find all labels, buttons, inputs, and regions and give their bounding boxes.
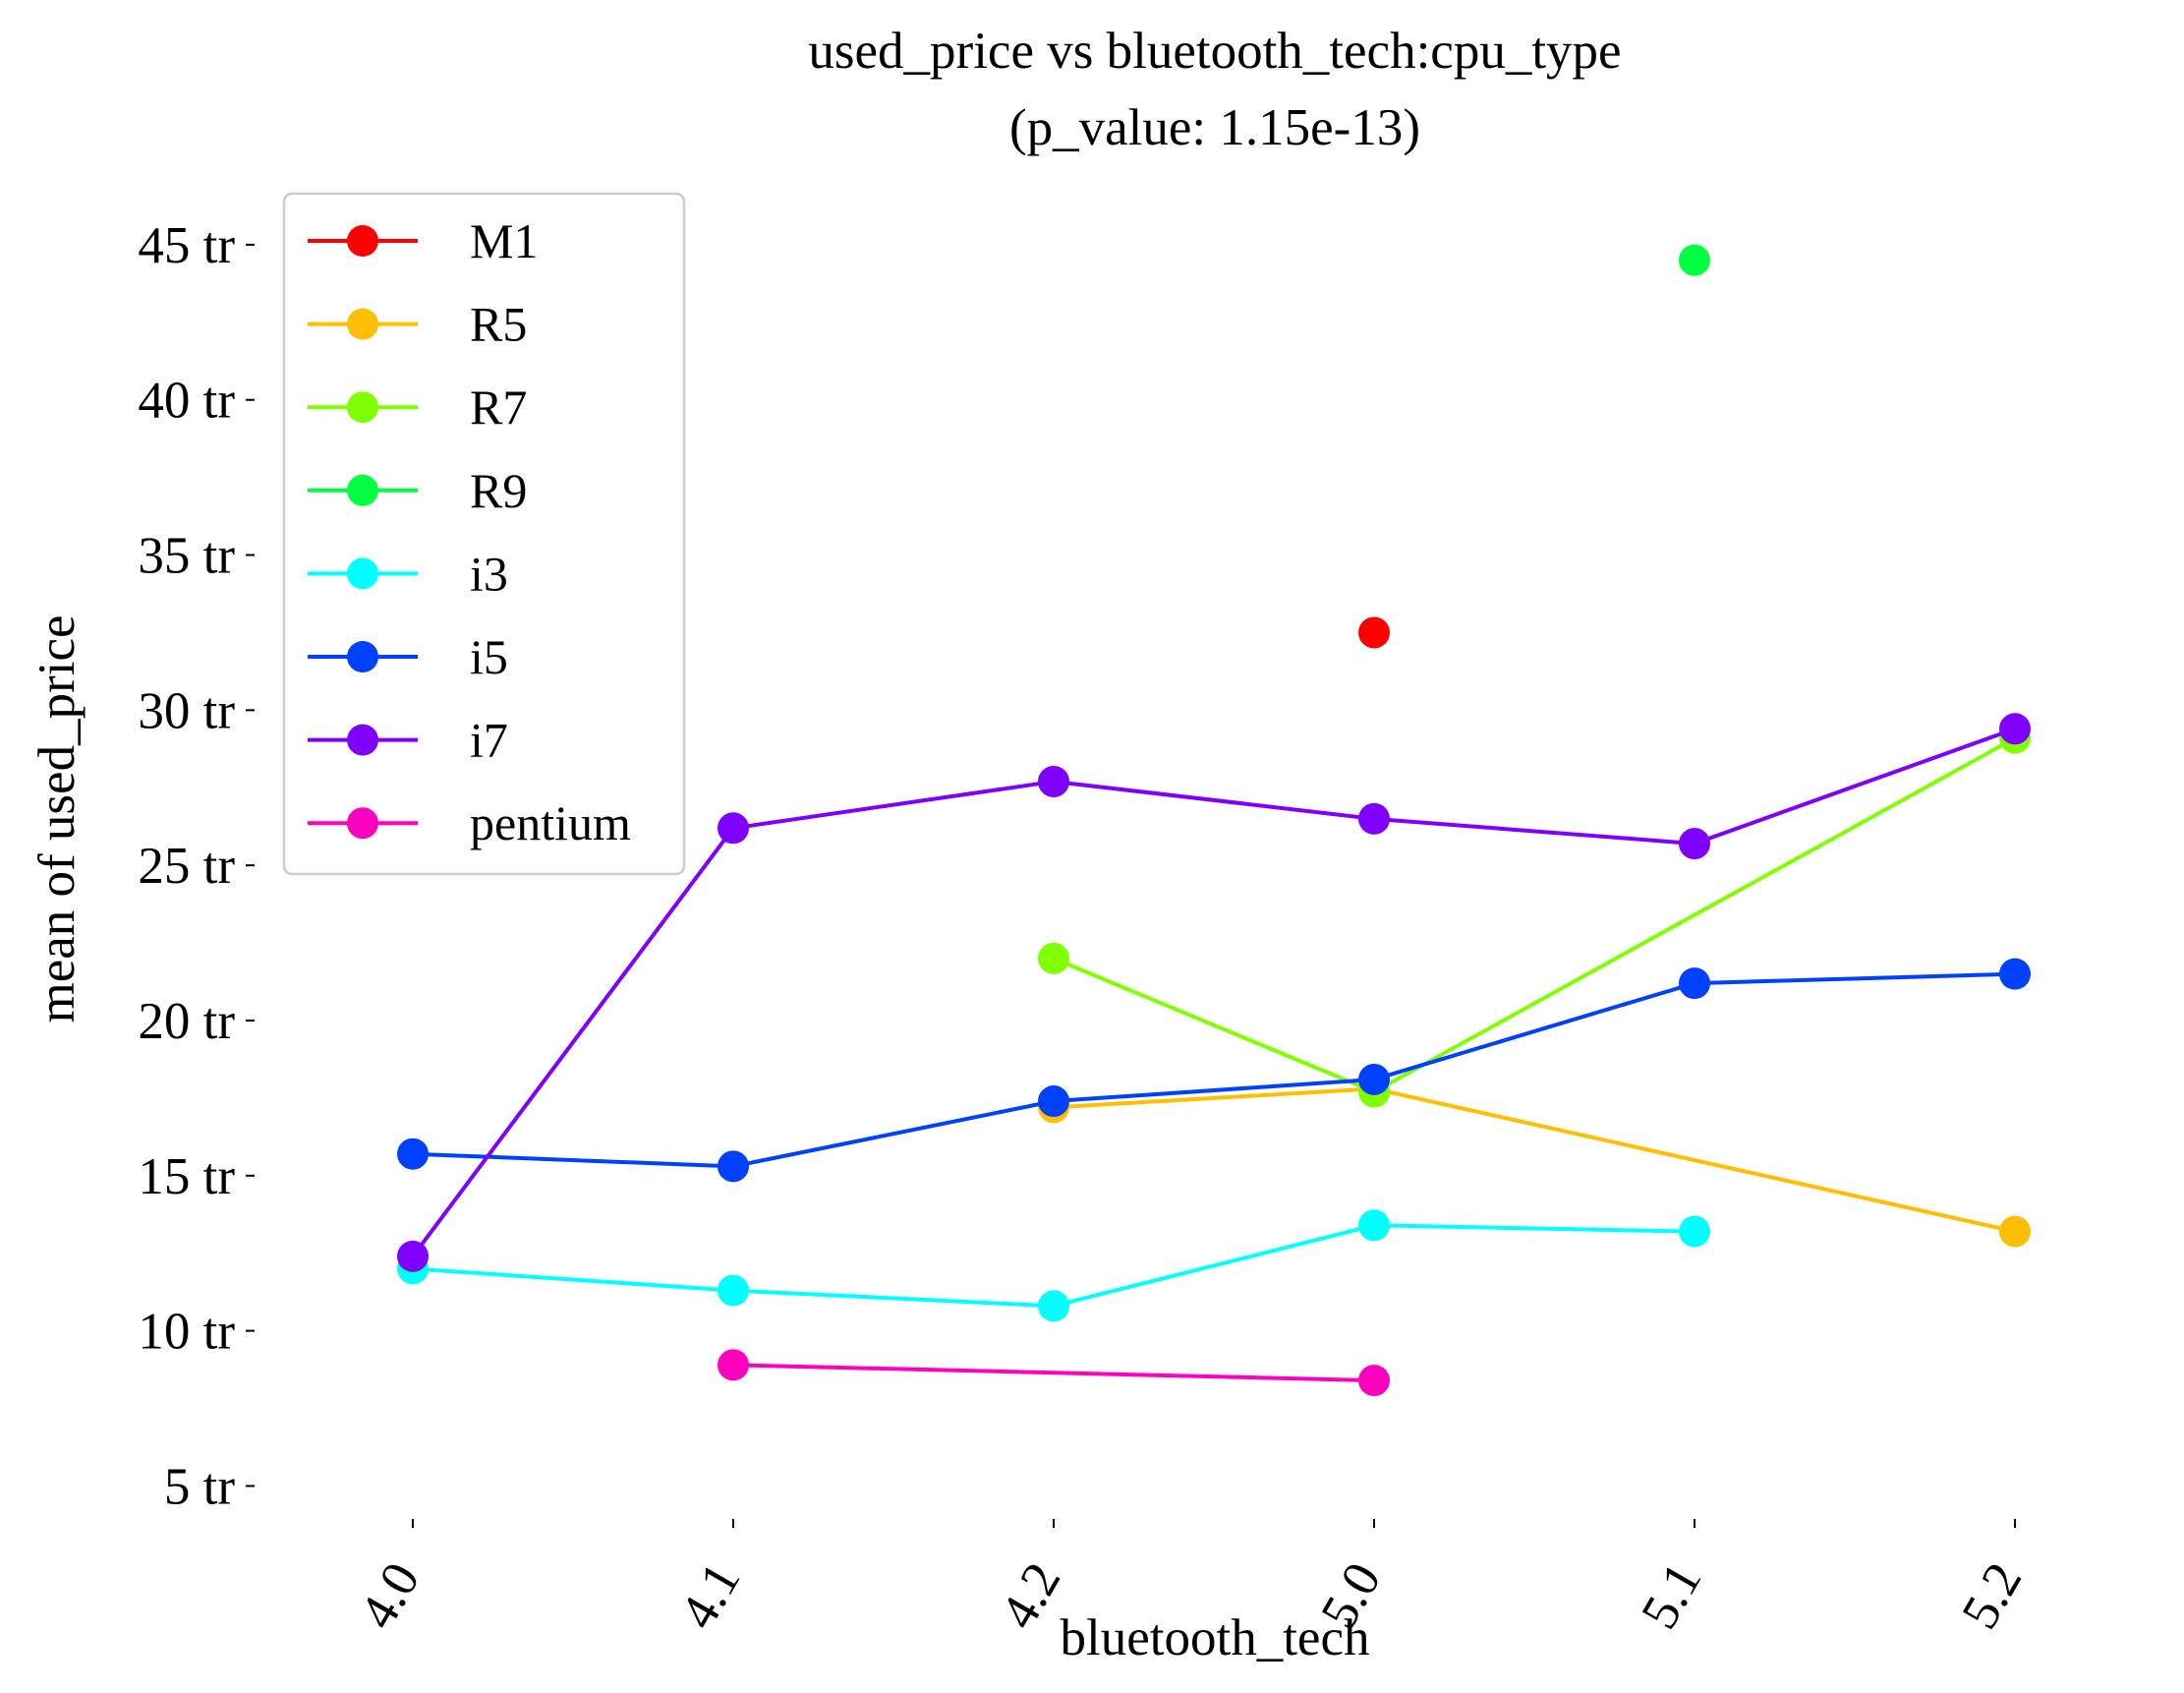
x-axis-label: bluetooth_tech [1061, 1609, 1370, 1666]
y-tick-label: 5 tr [164, 1458, 235, 1515]
series-R9 [1679, 244, 1710, 276]
series-R5 [1038, 1073, 2031, 1248]
data-point [718, 1150, 749, 1183]
y-tick-label: 40 tr [138, 373, 235, 430]
data-point [397, 1138, 429, 1170]
data-point [397, 1240, 429, 1272]
legend: M1 R5 R7 R9 i3 i5 i7 pentium [282, 192, 686, 876]
chart-title: used_price vs bluetooth_tech:cpu_type [808, 23, 1621, 80]
data-point [1038, 942, 1069, 974]
legend-label: pentium [470, 795, 631, 850]
legend-item-R7: R7 [308, 379, 527, 435]
legend-swatch-marker [347, 724, 378, 756]
legend-swatch-marker [347, 391, 378, 424]
series-i5 [397, 958, 2031, 1183]
data-point [1679, 1215, 1710, 1248]
legend-swatch-marker [347, 807, 378, 840]
series-layer [397, 244, 2031, 1397]
series-R7 [1038, 722, 2031, 1108]
legend-item-R9: R9 [308, 463, 527, 518]
data-point [1038, 1290, 1069, 1322]
legend-label: M1 [470, 213, 538, 268]
series-line [1052, 735, 2017, 1094]
legend-label: i3 [470, 546, 508, 601]
chart-subtitle: (p_value: 1.15e-13) [1009, 99, 1420, 156]
data-point [1679, 828, 1710, 860]
legend-item-pentium: pentium [308, 795, 631, 850]
legend-label: R7 [470, 379, 527, 435]
legend-label: i7 [470, 713, 508, 768]
legend-item-R5: R5 [308, 297, 527, 352]
data-point [1999, 958, 2031, 990]
data-point [1358, 616, 1390, 649]
y-tick-label: 15 tr [138, 1148, 235, 1205]
data-point [1358, 1209, 1390, 1242]
y-axis-label: mean of used_price [29, 615, 86, 1023]
data-point [718, 1349, 749, 1381]
legend-swatch-marker [347, 474, 378, 506]
series-pentium [718, 1349, 1390, 1397]
legend-frame [282, 192, 686, 876]
legend-swatch-marker [347, 308, 378, 340]
y-tick-label: 30 tr [138, 682, 235, 739]
series-line [1052, 1086, 2017, 1234]
data-point [1679, 244, 1710, 276]
data-point [718, 1274, 749, 1307]
data-point [1679, 967, 1710, 1000]
series-line [731, 1363, 1376, 1383]
legend-label: R9 [470, 463, 527, 518]
legend-label: R5 [470, 297, 527, 352]
series-line [411, 971, 2017, 1169]
legend-item-M1: M1 [308, 213, 538, 268]
legend-item-i3: i3 [308, 546, 508, 601]
data-point [1358, 802, 1390, 835]
legend-swatch-marker [347, 641, 378, 672]
data-point [1999, 1215, 2031, 1248]
data-point [1999, 713, 2031, 745]
data-point [1038, 765, 1069, 797]
y-tick-label: 20 tr [138, 993, 235, 1050]
y-tick-label: 10 tr [138, 1304, 235, 1361]
x-tick-label: 4.0 [349, 1553, 431, 1638]
x-tick-label: 4.1 [669, 1553, 751, 1638]
series-i3 [397, 1209, 1710, 1322]
y-tick-label: 35 tr [138, 528, 235, 585]
data-point [1038, 1085, 1069, 1118]
legend-label: i5 [470, 629, 508, 684]
x-tick-label: 5.1 [1631, 1553, 1712, 1638]
series-line [411, 727, 2017, 1258]
legend-swatch-marker [347, 557, 378, 590]
y-tick-label: 45 tr [138, 217, 235, 274]
data-point [718, 812, 749, 845]
series-M1 [1358, 616, 1390, 649]
x-tick-label: 5.2 [1951, 1553, 2033, 1638]
legend-item-i5: i5 [308, 629, 508, 684]
legend-items: M1 R5 R7 R9 i3 i5 i7 pentium [308, 213, 631, 850]
legend-item-i7: i7 [308, 713, 508, 768]
y-tick-label: 25 tr [138, 838, 235, 895]
data-point [1358, 1365, 1390, 1397]
series-i7 [397, 713, 2031, 1272]
legend-swatch-marker [347, 225, 378, 257]
data-point [1358, 1063, 1390, 1095]
